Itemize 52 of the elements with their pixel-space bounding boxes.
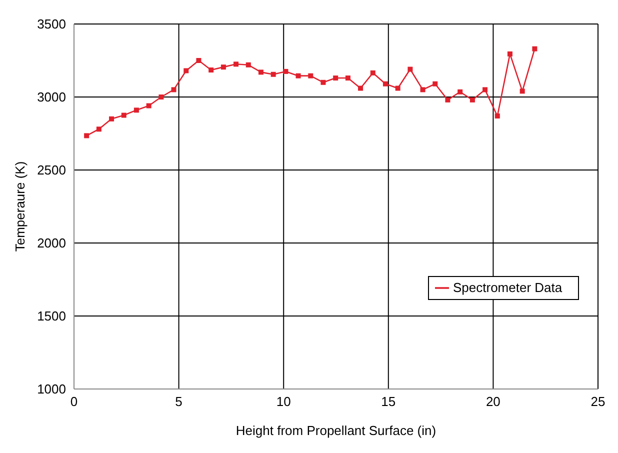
x-tick-label: 15: [381, 394, 396, 410]
point: [482, 87, 488, 92]
point: [408, 66, 413, 72]
point: [382, 81, 388, 86]
point: [395, 86, 400, 91]
x-tick-label: 10: [276, 394, 291, 410]
point: [184, 68, 189, 74]
point: [308, 73, 314, 78]
point: [470, 97, 475, 102]
x-tick-label: 25: [590, 394, 606, 410]
point: [420, 87, 426, 92]
x-tick-label: 5: [175, 394, 182, 410]
point: [96, 126, 102, 132]
point: [121, 112, 126, 118]
y-tick-label: 2000: [37, 236, 66, 251]
point: [246, 62, 251, 68]
point: [507, 51, 512, 56]
point: [520, 88, 525, 94]
point: [171, 87, 176, 92]
point: [283, 68, 288, 74]
point: [458, 89, 463, 94]
y-axis-title: Temperaure (K): [12, 161, 28, 252]
point: [494, 113, 500, 118]
y-tick-label: 2500: [37, 162, 66, 178]
y-tick-label: 1000: [37, 382, 66, 397]
y-tick-label: 3000: [37, 90, 66, 105]
point: [208, 67, 214, 72]
point: [432, 81, 438, 86]
point: [258, 70, 264, 75]
point: [146, 103, 152, 108]
point: [134, 108, 139, 113]
legend-label: Spectrometer Data: [453, 280, 562, 295]
point: [196, 58, 202, 63]
point: [234, 62, 239, 67]
x-axis-title: Height from Propellant Surface (in): [236, 423, 436, 438]
point: [158, 94, 164, 100]
y-tick-label: 3500: [37, 16, 66, 32]
y-tick-label: 1500: [37, 308, 66, 324]
point: [333, 76, 338, 81]
point: [109, 116, 114, 122]
point: [220, 64, 226, 70]
point: [532, 46, 538, 52]
point: [296, 73, 301, 78]
point: [320, 80, 326, 85]
point: [84, 133, 90, 138]
point: [370, 70, 376, 76]
point: [345, 76, 350, 81]
point: [445, 97, 450, 102]
point: [358, 86, 364, 91]
point: [270, 72, 276, 77]
x-tick-label: 20: [486, 394, 500, 410]
x-tick-label: 0: [70, 394, 78, 410]
